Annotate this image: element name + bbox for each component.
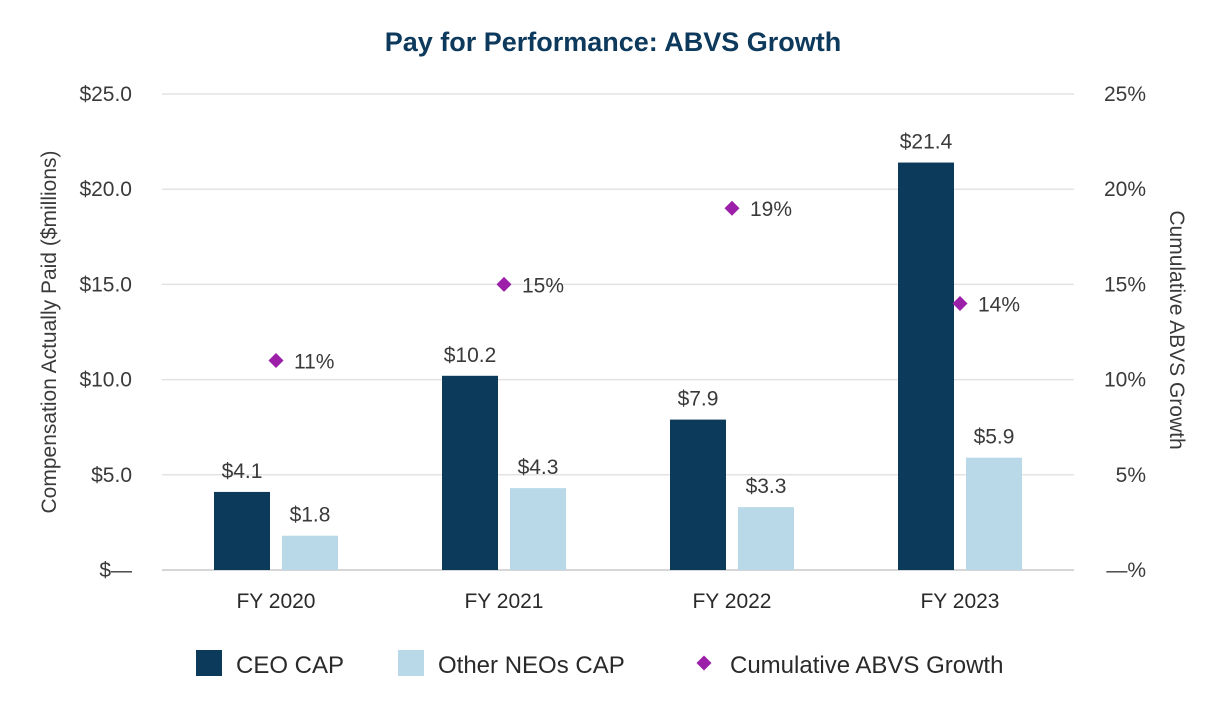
bar-ceo-cap <box>214 491 270 570</box>
legend-swatch-ceo-cap <box>196 650 222 676</box>
bar-ceo-cap <box>898 162 954 570</box>
y-tick-label: $25.0 <box>79 83 132 106</box>
bar-other-neos-cap <box>510 488 566 570</box>
bar-value-label: $21.4 <box>900 131 953 154</box>
category-labels: FY 2020 FY 2021 FY 2022 FY 2023 <box>236 590 999 613</box>
growth-marker <box>268 353 284 369</box>
bar-value-label: $1.8 <box>290 504 331 527</box>
y-tick-label: $10.0 <box>79 369 132 392</box>
y2-axis-label: Cumulative ABVS Growth <box>1165 210 1188 449</box>
bar-value-label: $4.3 <box>518 456 559 479</box>
y-tick-label: $— <box>99 559 132 582</box>
y-axis-label: Compensation Actually Paid ($millions) <box>38 151 61 514</box>
growth-value-label: 15% <box>522 274 564 297</box>
right-axis-ticks: —% 5% 10% 15% 20% 25% <box>1104 83 1146 582</box>
chart-title: Pay for Performance: ABVS Growth <box>385 27 842 57</box>
bar-value-label: $4.1 <box>222 460 263 483</box>
y-tick-label: $15.0 <box>79 273 132 296</box>
bars <box>214 162 1022 570</box>
growth-value-label: 11% <box>294 351 334 374</box>
growth-marker <box>724 200 740 216</box>
bar-ceo-cap <box>442 375 498 570</box>
bar-other-neos-cap <box>282 535 338 570</box>
x-tick-label: FY 2021 <box>464 590 543 613</box>
growth-markers <box>268 200 968 369</box>
legend-swatch-other-neos-cap <box>398 650 424 676</box>
y2-tick-label: —% <box>1106 559 1146 582</box>
growth-value-label: 14% <box>978 293 1020 316</box>
x-tick-label: FY 2023 <box>920 590 999 613</box>
bar-other-neos-cap <box>966 457 1022 570</box>
bar-value-label: $3.3 <box>746 475 787 498</box>
data-labels: $4.1 $1.8 11% $10.2 $4.3 15% $7.9 $3.3 19% $21.4 $… <box>222 131 1020 527</box>
x-tick-label: FY 2020 <box>236 590 315 613</box>
growth-marker <box>496 276 512 292</box>
x-tick-label: FY 2022 <box>692 590 771 613</box>
bar-value-label: $7.9 <box>678 388 719 411</box>
legend: CEO CAP Other NEOs CAP Cumulative ABVS Gro… <box>196 650 1003 679</box>
bar-value-label: $5.9 <box>974 426 1015 449</box>
y-tick-label: $5.0 <box>91 464 132 487</box>
bar-value-label: $10.2 <box>444 344 497 367</box>
y2-tick-label: 20% <box>1104 178 1146 201</box>
y2-tick-label: 10% <box>1104 369 1146 392</box>
y-tick-label: $20.0 <box>79 178 132 201</box>
left-axis-ticks: $— $5.0 $10.0 $15.0 $20.0 $25.0 <box>79 83 132 582</box>
legend-label-ceo-cap: CEO CAP <box>236 652 344 679</box>
y2-tick-label: 5% <box>1116 464 1146 487</box>
bar-ceo-cap <box>670 419 726 570</box>
y2-tick-label: 25% <box>1104 83 1146 106</box>
y2-tick-label: 15% <box>1104 273 1146 296</box>
legend-swatch-cumulative-abvs-growth <box>696 655 712 671</box>
growth-marker <box>952 295 968 311</box>
bar-other-neos-cap <box>738 507 794 570</box>
growth-value-label: 19% <box>750 198 792 221</box>
legend-label-other-neos-cap: Other NEOs CAP <box>438 652 625 679</box>
legend-label-cumulative-abvs-growth: Cumulative ABVS Growth <box>730 652 1003 679</box>
